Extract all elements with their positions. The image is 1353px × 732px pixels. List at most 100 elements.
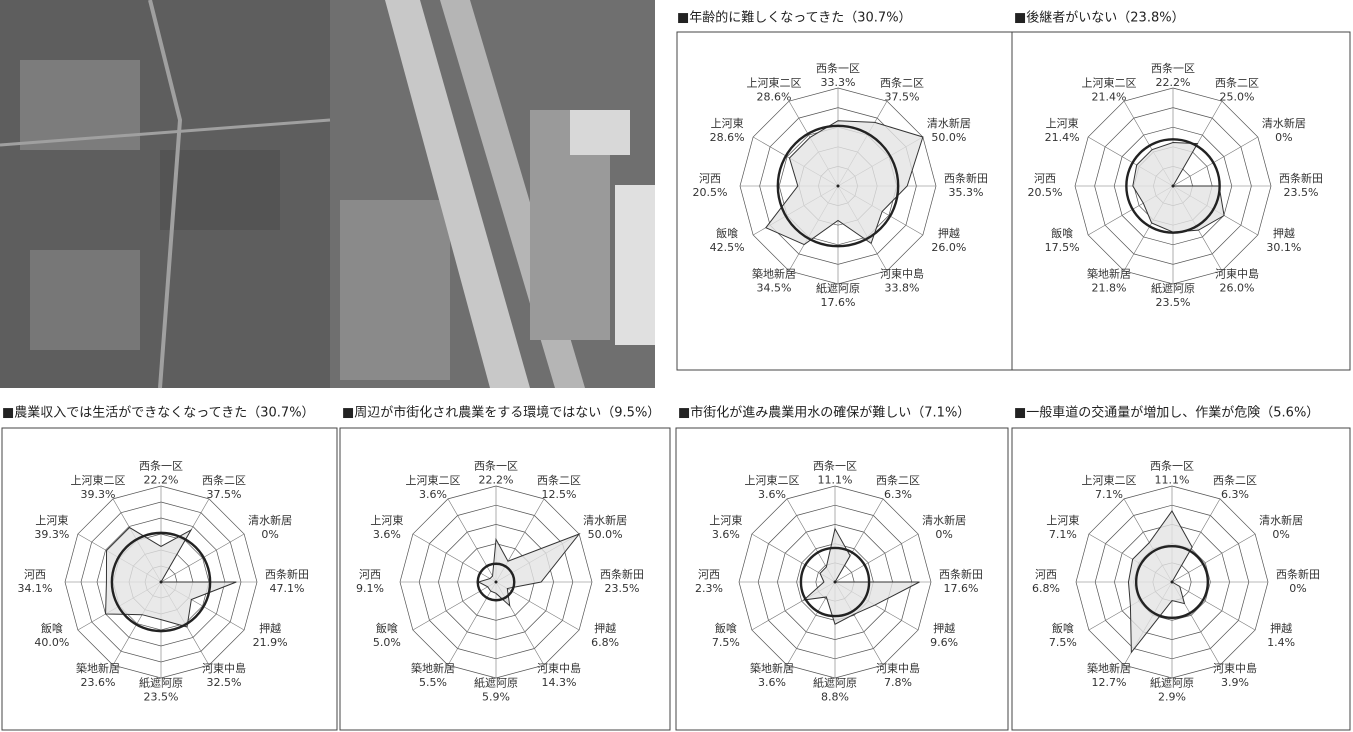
value-label: 21.8% bbox=[1092, 281, 1127, 294]
chart-title: ■農業収入では生活ができなくなってきた（30.7%） bbox=[2, 405, 315, 421]
value-label: 33.8% bbox=[885, 281, 920, 294]
value-label: 3.6% bbox=[758, 676, 786, 689]
category-label: 清水新居 bbox=[248, 513, 292, 527]
value-label: 39.3% bbox=[34, 528, 69, 541]
value-label: 12.5% bbox=[542, 488, 577, 501]
category-label: 飯喰 bbox=[1051, 226, 1073, 240]
category-label: 上河東二区 bbox=[747, 77, 802, 90]
value-label: 5.0% bbox=[373, 636, 401, 649]
value-label: 40.0% bbox=[34, 636, 69, 649]
category-label: 築地新居 bbox=[411, 661, 455, 675]
value-label: 17.5% bbox=[1045, 241, 1080, 254]
spoke bbox=[495, 581, 580, 631]
value-label: 2.9% bbox=[1158, 690, 1186, 703]
value-label: 28.6% bbox=[757, 91, 792, 104]
category-label: 築地新居 bbox=[752, 266, 796, 280]
category-label: 築地新居 bbox=[76, 661, 120, 675]
value-label: 3.6% bbox=[419, 488, 447, 501]
category-label: 西条一区 bbox=[1151, 61, 1195, 75]
radar-area bbox=[765, 120, 924, 246]
category-label: 上河東二区 bbox=[406, 474, 461, 487]
category-label: 押越 bbox=[933, 621, 955, 635]
average-ring bbox=[776, 124, 900, 248]
value-label: 7.1% bbox=[1095, 488, 1123, 501]
category-label: 西条二区 bbox=[537, 473, 581, 487]
radar-area bbox=[477, 532, 581, 608]
spoke bbox=[447, 581, 497, 666]
category-label: 紙遮阿原 bbox=[139, 675, 183, 689]
category-label: 築地新居 bbox=[750, 661, 794, 675]
category-label: 西条二区 bbox=[202, 473, 246, 487]
category-label: 西条二区 bbox=[880, 76, 924, 90]
chart-title: ■市街化が進み農業用水の確保が難しい（7.1%） bbox=[678, 405, 970, 421]
value-label: 33.3% bbox=[821, 76, 856, 89]
category-label: 西条新田 bbox=[1279, 171, 1323, 185]
category-label: 押越 bbox=[938, 226, 960, 240]
value-label: 20.5% bbox=[1028, 186, 1063, 199]
value-label: 7.5% bbox=[1049, 636, 1077, 649]
category-label: 西条新田 bbox=[600, 567, 644, 581]
category-label: 西条一区 bbox=[816, 61, 860, 75]
category-label: 清水新居 bbox=[583, 513, 627, 527]
value-label: 26.0% bbox=[931, 241, 966, 254]
category-label: 紙遮阿原 bbox=[816, 281, 860, 295]
center-dot bbox=[833, 580, 837, 584]
value-label: 3.6% bbox=[373, 528, 401, 541]
chart-title: ■年齢的に難しくなってきた（30.7%） bbox=[677, 10, 912, 26]
chart-frame bbox=[675, 427, 1009, 731]
category-label: 飯喰 bbox=[376, 621, 398, 635]
value-label: 9.1% bbox=[356, 582, 384, 595]
average-ring bbox=[1134, 544, 1210, 620]
category-label: 西条新田 bbox=[1276, 567, 1320, 581]
chart-title: ■一般車道の交通量が増加し、作業が危険（5.6%） bbox=[1014, 405, 1319, 421]
spoke bbox=[412, 533, 497, 583]
value-label: 0% bbox=[935, 528, 952, 541]
category-label: 西条新田 bbox=[265, 567, 309, 581]
value-label: 22.2% bbox=[1156, 76, 1191, 89]
category-label: 飯喰 bbox=[1052, 621, 1074, 635]
value-label: 23.5% bbox=[144, 690, 179, 703]
category-label: 清水新居 bbox=[1259, 513, 1303, 527]
value-label: 0% bbox=[1275, 131, 1292, 144]
category-label: 飯喰 bbox=[41, 621, 63, 635]
spoke bbox=[1172, 136, 1259, 187]
value-label: 23.6% bbox=[81, 676, 116, 689]
category-label: 押越 bbox=[594, 621, 616, 635]
value-label: 17.6% bbox=[821, 296, 856, 309]
value-label: 42.5% bbox=[710, 241, 745, 254]
category-label: 押越 bbox=[1273, 226, 1295, 240]
value-label: 0% bbox=[1272, 528, 1289, 541]
category-label: 押越 bbox=[259, 621, 281, 635]
value-label: 3.6% bbox=[712, 528, 740, 541]
average-ring bbox=[1125, 138, 1221, 234]
value-label: 17.6% bbox=[944, 582, 979, 595]
category-label: 西条一区 bbox=[139, 459, 183, 473]
value-label: 11.1% bbox=[818, 474, 853, 487]
value-label: 9.6% bbox=[930, 636, 958, 649]
category-label: 飯喰 bbox=[715, 621, 737, 635]
value-label: 50.0% bbox=[931, 131, 966, 144]
spoke bbox=[412, 581, 497, 631]
category-label: 西条二区 bbox=[876, 473, 920, 487]
category-label: 河西 bbox=[1034, 172, 1056, 185]
value-label: 8.8% bbox=[821, 690, 849, 703]
center-dot bbox=[1170, 580, 1174, 584]
value-label: 11.1% bbox=[1155, 474, 1190, 487]
category-label: 上河東 bbox=[1046, 117, 1079, 130]
category-label: 紙遮阿原 bbox=[813, 675, 857, 689]
average-ring bbox=[476, 562, 516, 602]
category-label: 清水新居 bbox=[1262, 116, 1306, 130]
value-label: 22.2% bbox=[479, 474, 514, 487]
value-label: 14.3% bbox=[542, 676, 577, 689]
value-label: 23.5% bbox=[605, 582, 640, 595]
value-label: 7.8% bbox=[884, 676, 912, 689]
spoke bbox=[1171, 581, 1256, 631]
center-dot bbox=[159, 580, 163, 584]
category-label: 河西 bbox=[698, 568, 720, 581]
value-label: 35.3% bbox=[949, 186, 984, 199]
value-label: 6.3% bbox=[884, 488, 912, 501]
value-label: 30.1% bbox=[1266, 241, 1301, 254]
category-label: 築地新居 bbox=[1087, 661, 1131, 675]
value-label: 12.7% bbox=[1092, 676, 1127, 689]
